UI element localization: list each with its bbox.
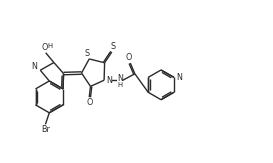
Text: N: N: [117, 74, 123, 83]
Text: H: H: [118, 82, 123, 88]
Text: O: O: [126, 53, 132, 62]
Text: Br: Br: [41, 126, 50, 134]
Text: S: S: [110, 42, 115, 51]
Text: N: N: [106, 76, 112, 85]
Text: S: S: [85, 49, 90, 58]
Text: O: O: [41, 43, 48, 52]
Text: N: N: [32, 62, 38, 71]
Text: N: N: [32, 62, 38, 71]
Text: O: O: [86, 98, 92, 107]
Text: N: N: [176, 73, 182, 82]
Text: H: H: [48, 43, 53, 49]
